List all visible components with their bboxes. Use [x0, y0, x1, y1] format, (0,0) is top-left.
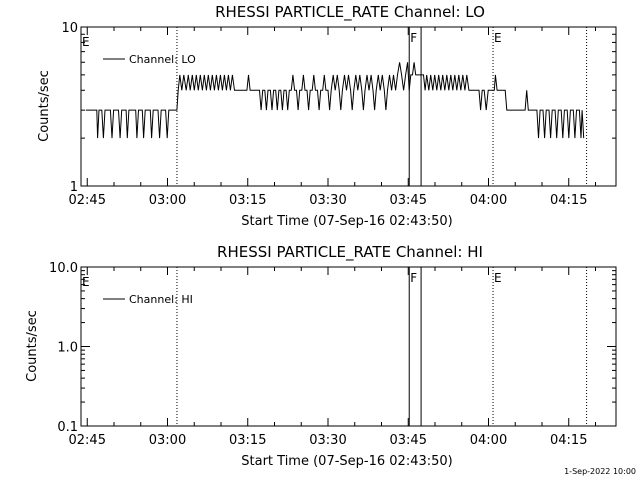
x-tick-label: 04:15: [550, 433, 587, 448]
x-tick-label: 03:45: [390, 433, 427, 448]
y-tick-label: 10: [61, 21, 78, 36]
x-tick-label: 03:15: [229, 433, 266, 448]
x-axis-label-hi: Start Time (07-Sep-16 02:43:50): [241, 454, 452, 469]
legend-lo: Channel: LO: [103, 53, 196, 66]
x-tick-label: 02:45: [69, 193, 106, 208]
x-tick-label: 04:15: [550, 193, 587, 208]
edge-marker-label: E: [82, 35, 90, 49]
time-markers-hi: F EE: [82, 267, 588, 426]
legend-label-lo: Channel: LO: [129, 53, 196, 66]
marker-label: E: [494, 31, 502, 45]
footer-date: 1-Sep-2022 10:00: [564, 467, 636, 476]
x-tick-label: 03:15: [229, 193, 266, 208]
y-tick-label: 1: [70, 180, 78, 195]
y-axis-label-lo: Counts/sec: [37, 70, 52, 142]
series-line-lo: [85, 62, 585, 139]
time-markers-lo: F EE: [82, 27, 588, 186]
x-tick-label: 03:00: [149, 433, 186, 448]
x-tick-label: 04:00: [470, 433, 507, 448]
marker-label: F: [410, 271, 417, 285]
panel-lo-channel: RHESSI PARTICLE_RATE Channel: LO Counts/…: [37, 3, 617, 229]
y-axis-label-hi: Counts/sec: [25, 310, 40, 382]
x-axis-label-lo: Start Time (07-Sep-16 02:43:50): [241, 214, 452, 229]
chart-title-hi: RHESSI PARTICLE_RATE Channel: HI: [217, 243, 483, 262]
legend-label-hi: Channel: HI: [129, 293, 193, 306]
x-tick-label: 04:00: [470, 193, 507, 208]
x-tick-label: 03:30: [309, 433, 346, 448]
marker-label: F: [410, 31, 417, 45]
axis-ticks-hi: 02:45 03:00 03:15 03:30 03:45 04:00 04:15 0.1 1.…: [49, 261, 616, 448]
edge-marker-label: E: [82, 275, 90, 289]
x-tick-label: 03:00: [149, 193, 186, 208]
y-tick-label: 1.0: [57, 341, 78, 356]
y-tick-label: 10.0: [49, 261, 78, 276]
x-tick-label: 02:45: [69, 433, 106, 448]
y-tick-label: 0.1: [57, 420, 78, 435]
legend-hi: Channel: HI: [103, 293, 193, 306]
chart-title-lo: RHESSI PARTICLE_RATE Channel: LO: [215, 3, 485, 22]
plot-frame-lo: [80, 26, 617, 187]
marker-label: E: [494, 271, 502, 285]
axis-ticks-lo: 02:45 03:00 03:15 03:30 03:45 04:00 04:15 1 10: [61, 21, 616, 208]
panel-hi-channel: RHESSI PARTICLE_RATE Channel: HI Counts/…: [25, 243, 617, 469]
x-tick-label: 03:45: [390, 193, 427, 208]
x-tick-label: 03:30: [309, 193, 346, 208]
